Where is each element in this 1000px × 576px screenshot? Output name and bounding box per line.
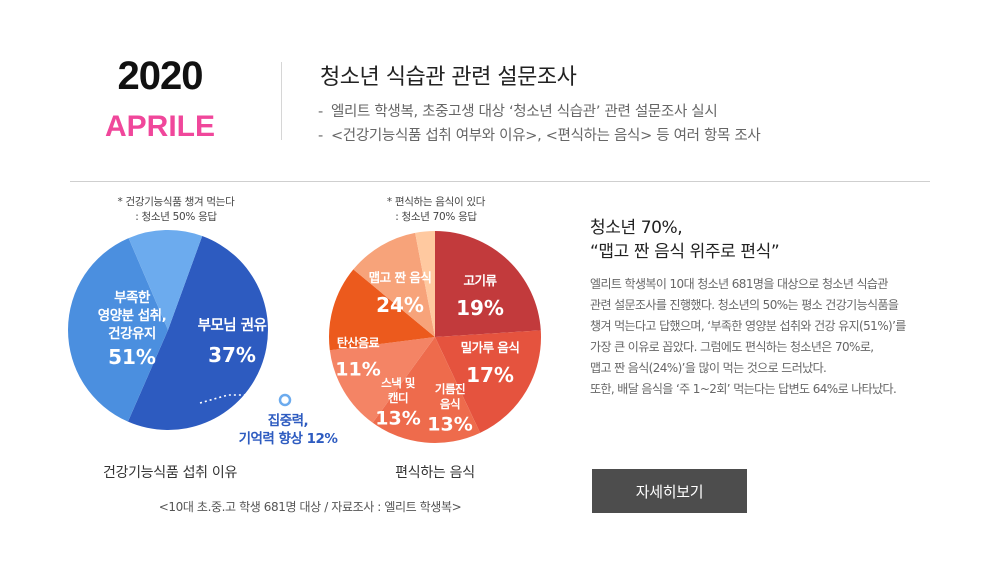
chart1-slice-label: 영양분 섭취,: [98, 307, 166, 324]
chart2-slice-value: 17%: [466, 363, 514, 387]
chart2-slice: [415, 231, 435, 337]
bullet-item: - 엘리트 학생복, 초중고생 대상 ‘청소년 식습관’ 관련 설문조사 실시: [318, 100, 760, 124]
chart2-slice-value: 19%: [456, 296, 504, 320]
body-line: 가장 큰 이유로 꼽았다. 그럼에도 편식하는 청소년은 70%로,: [590, 340, 874, 354]
chart2-slice: [353, 232, 435, 337]
body-line: 챙겨 먹는다고 답했으며, ‘부족한 영양분 섭취와 건강 유지(51%)’를: [590, 319, 906, 333]
headline-line: “맵고 짠 음식 위주로 편식”: [590, 242, 780, 262]
detail-button[interactable]: 자세히보기: [592, 469, 747, 513]
chart1-slice: [127, 236, 268, 430]
chart2-caption: 편식하는 음식: [395, 465, 475, 481]
chart2-slice-label: 밀가루 음식: [461, 340, 520, 355]
chart2-slice: [435, 330, 541, 433]
chart1-slice-label: 집중력,: [268, 412, 308, 429]
chart1-slice-label: 부족한: [114, 290, 151, 306]
chart2-slice: [435, 231, 541, 337]
survey-bullets: - 엘리트 학생복, 초중고생 대상 ‘청소년 식습관’ 관련 설문조사 실시 -…: [318, 100, 761, 148]
chart1-note-line: : 청소년 50% 응답: [135, 211, 217, 223]
chart1-slice-label: 부모님 권유: [198, 316, 267, 334]
chart1-note: * 건강기능식품 챙겨 먹는다 : 청소년 50% 응답: [96, 195, 256, 225]
chart1-slice-value: 51%: [108, 345, 156, 369]
chart1-callout-marker: [278, 393, 292, 407]
year-label: 2020: [117, 54, 204, 98]
chart2-note-line: : 청소년 70% 응답: [395, 211, 477, 223]
chart2-slice: [372, 337, 481, 444]
body-line: 맵고 짠 음식(24%)’을 많이 먹는 것으로 드러났다.: [590, 361, 827, 375]
headline-line: 청소년 70%,: [590, 218, 683, 238]
chart2-note: * 편식하는 음식이 있다 : 청소년 70% 응답: [356, 195, 516, 225]
chart1-slice-label: 건강유지: [108, 325, 156, 342]
chart2-slice-value: 13%: [427, 414, 472, 436]
chart2-slice-label: 탄산음료: [337, 335, 380, 350]
horizontal-divider: [70, 181, 930, 182]
chart2-slice-label: 맵고 짠 음식: [369, 270, 432, 285]
chart1-slice: [128, 230, 203, 330]
chart1-slice-label: 기억력 향상 12%: [239, 430, 339, 447]
chart1-pie: [68, 230, 268, 430]
summary-headline: 청소년 70%, “맵고 짠 음식 위주로 편식”: [590, 216, 780, 264]
chart2-slice-label: 기름진: [435, 382, 465, 396]
chart2-pie: [329, 231, 541, 444]
chart2-slice-value: 24%: [376, 293, 424, 317]
chart1-slice: [68, 238, 168, 422]
survey-title: 청소년 식습관 관련 설문조사: [320, 65, 577, 90]
source-note: <10대 초.중.고 학생 681명 대상 / 자료조사 : 엘리트 학생복>: [158, 500, 462, 514]
body-line: 또한, 배달 음식을 ‘주 1~2회’ 먹는다는 답변도 64%로 나타났다.: [590, 382, 897, 396]
chart2-slice: [329, 269, 435, 351]
bullet-text: <건강기능식품 섭취 여부와 이유>, <편식하는 음식> 등 여러 항목 조사: [330, 128, 761, 144]
chart2-slice-label: 고기류: [463, 273, 497, 288]
chart2-slice: [329, 337, 435, 423]
chart2-slice-value: 13%: [375, 408, 420, 430]
bullet-marker: -: [318, 128, 323, 144]
chart2-slice-label: 캔디: [388, 391, 408, 405]
summary-body: 엘리트 학생복이 10대 청소년 681명을 대상으로 청소년 식습관 관련 설…: [590, 274, 935, 400]
chart2-slice-label: 음식: [440, 397, 460, 411]
chart1-slice-value: 37%: [208, 343, 256, 367]
bullet-marker: -: [318, 104, 323, 120]
chart1-note-line: * 건강기능식품 챙겨 먹는다: [117, 196, 235, 208]
bullet-text: 엘리트 학생복, 초중고생 대상 ‘청소년 식습관’ 관련 설문조사 실시: [330, 104, 718, 120]
body-line: 관련 설문조사를 진행했다. 청소년의 50%는 평소 건강기능식품을: [590, 298, 899, 312]
chart2-slice-value: 11%: [335, 359, 380, 381]
vertical-divider: [281, 62, 282, 140]
chart2-note-line: * 편식하는 음식이 있다: [386, 196, 486, 208]
month-label: APRILE: [104, 110, 215, 143]
chart2-slice-label: 스낵 및: [381, 376, 416, 390]
bullet-item: - <건강기능식품 섭취 여부와 이유>, <편식하는 음식> 등 여러 항목 조…: [318, 124, 761, 148]
chart1-caption: 건강기능식품 섭취 이유: [102, 465, 238, 481]
body-line: 엘리트 학생복이 10대 청소년 681명을 대상으로 청소년 식습관: [590, 277, 888, 291]
